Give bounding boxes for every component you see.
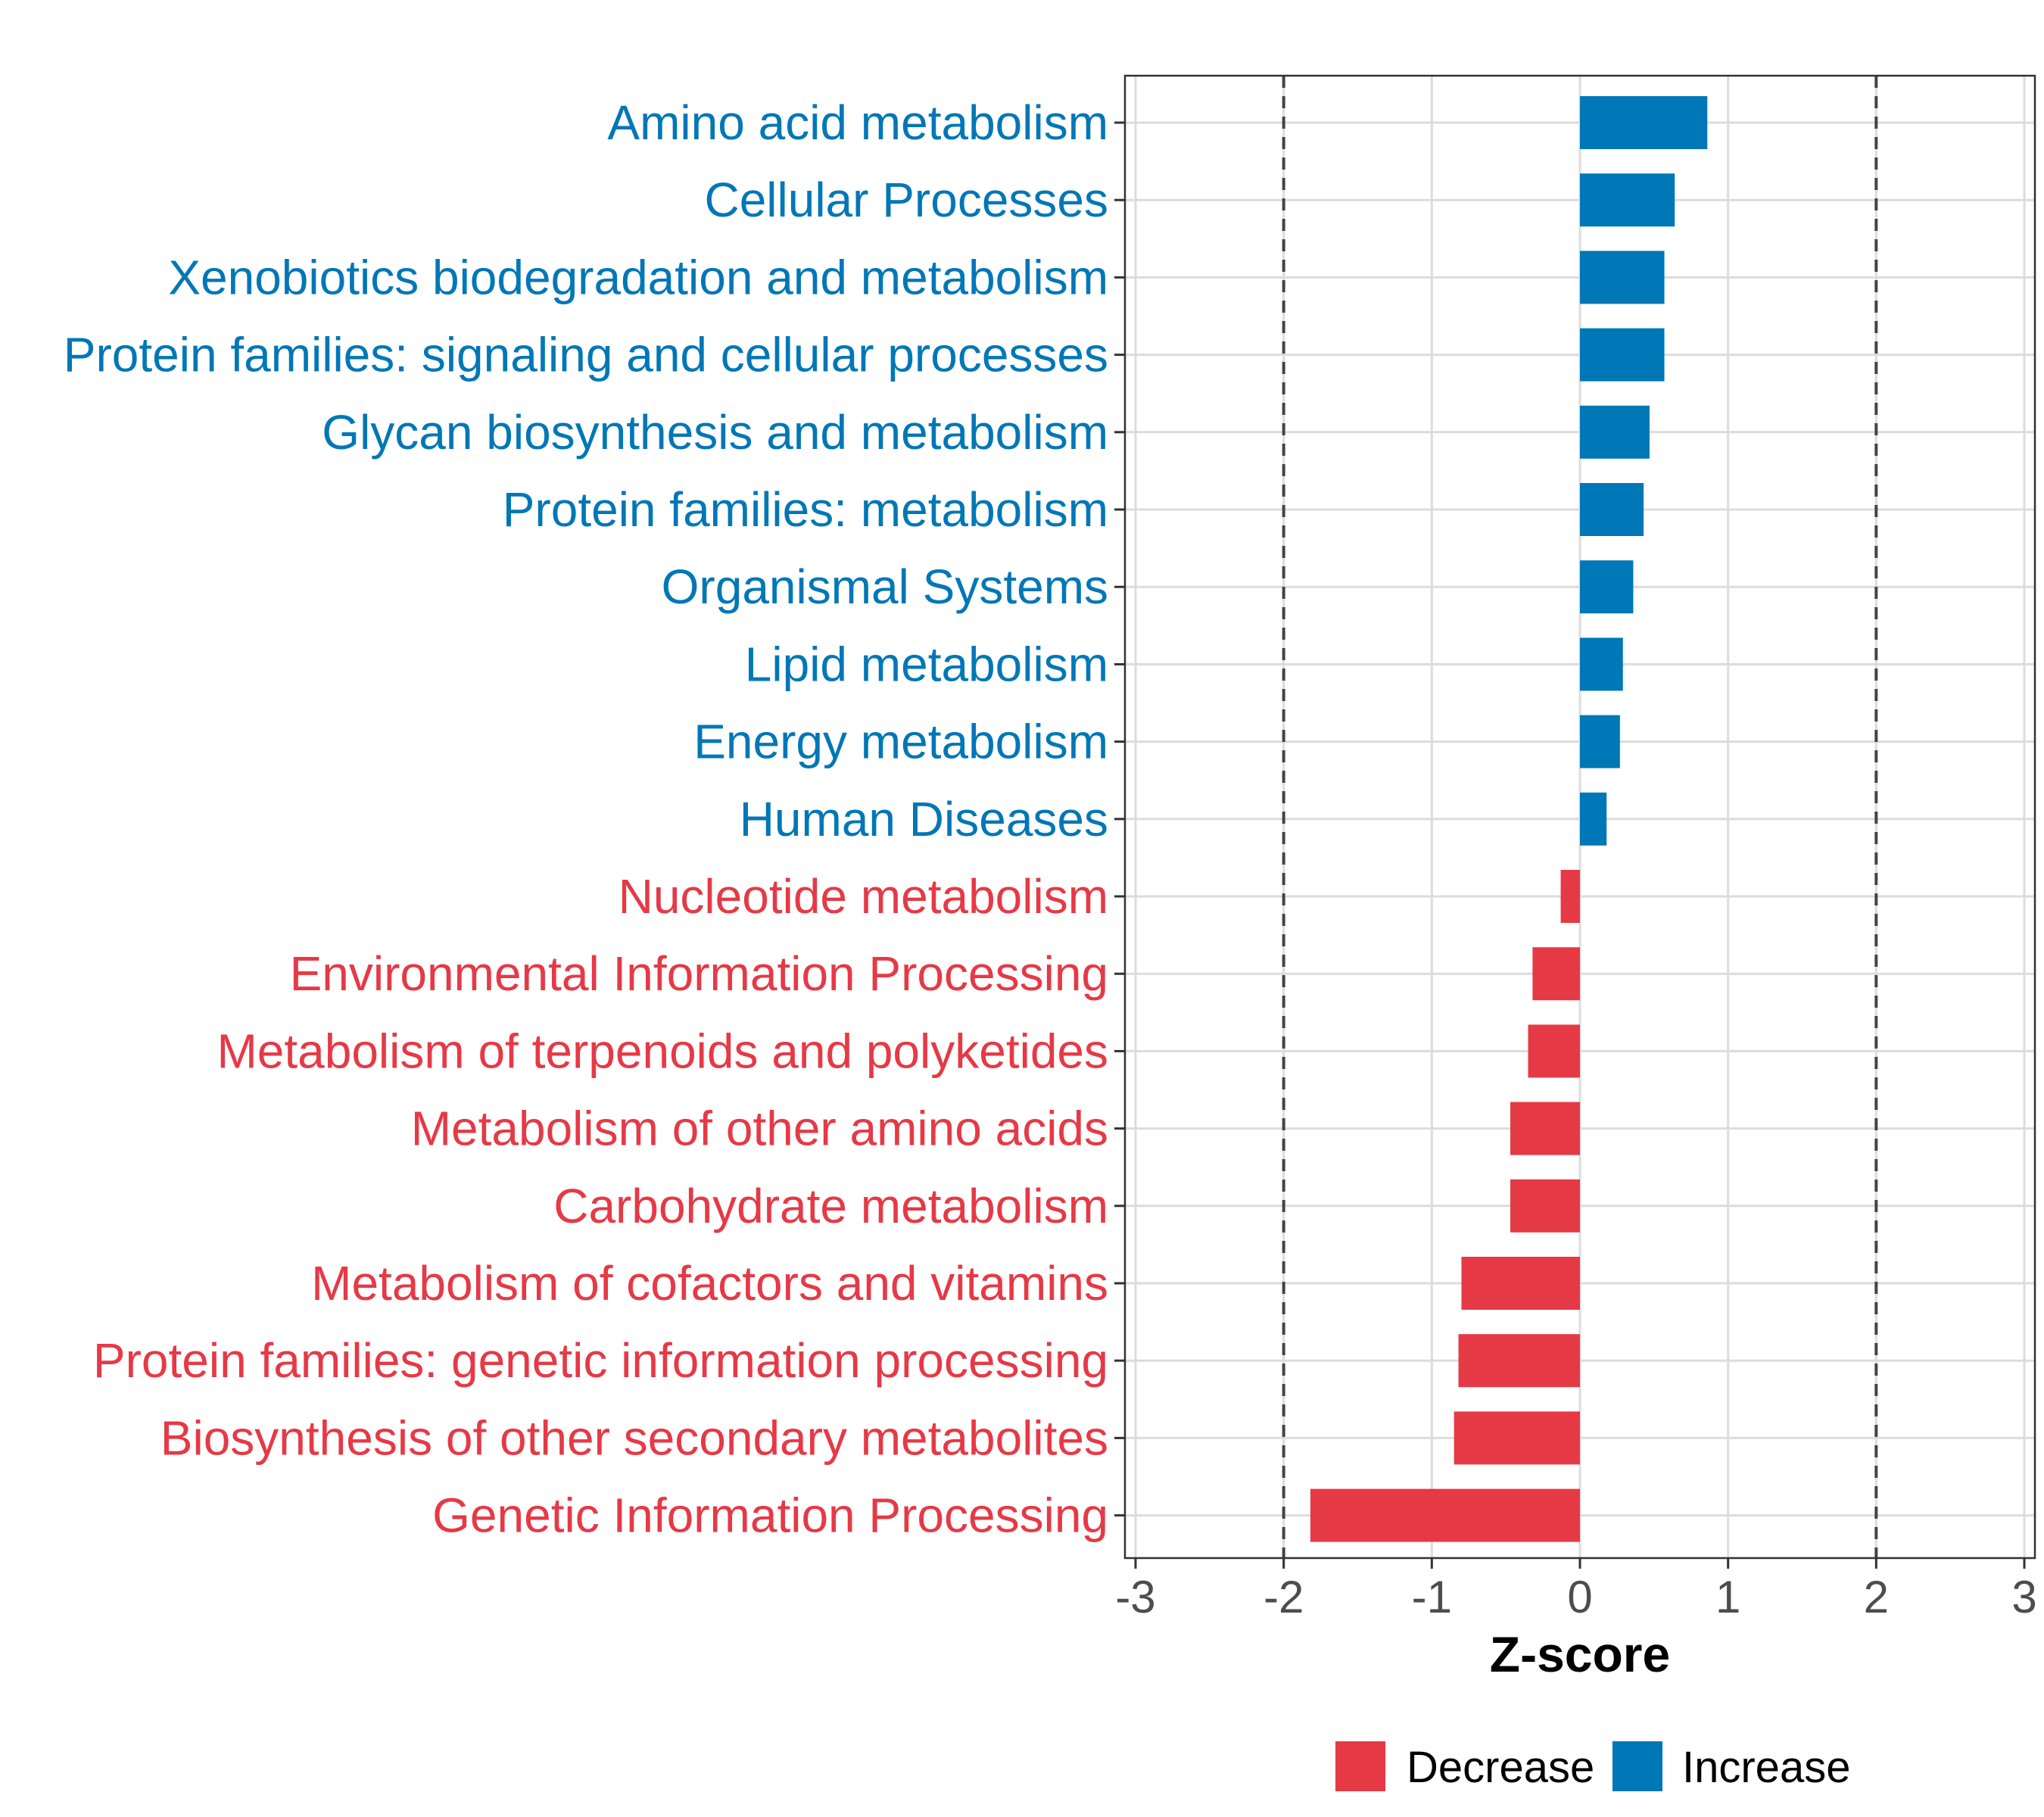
bar <box>1310 1488 1580 1542</box>
reference-lines <box>1282 76 1878 1558</box>
y-category-label: Glycan biosynthesis and metabolism <box>322 405 1108 460</box>
bar <box>1510 1179 1580 1233</box>
bar <box>1580 251 1665 304</box>
x-tick-label: -2 <box>1263 1572 1304 1622</box>
x-axis-title: Z-score <box>1490 1626 1670 1682</box>
y-category-label: Lipid metabolism <box>745 637 1108 691</box>
y-category-label: Human Diseases <box>740 792 1108 846</box>
bar <box>1580 405 1650 459</box>
legend-key-increase <box>1612 1741 1662 1791</box>
y-category-label: Organismal Systems <box>662 559 1108 614</box>
bar <box>1580 560 1634 614</box>
y-category-label: Environmental Information Processing <box>290 946 1108 1001</box>
y-category-label: Metabolism of terpenoids and polyketides <box>217 1024 1108 1078</box>
legend-label-decrease: Decrease <box>1407 1743 1594 1792</box>
x-tick-label: 1 <box>1715 1572 1740 1622</box>
bar <box>1580 715 1620 768</box>
x-tick-label: -3 <box>1115 1572 1155 1622</box>
y-category-label: Cellular Processes <box>704 173 1108 227</box>
legend: Decrease Increase <box>1335 1741 1850 1792</box>
y-category-label: Energy metabolism <box>693 715 1108 769</box>
bar <box>1580 173 1675 227</box>
y-axis-category-labels: Amino acid metabolism Cellular Processes X… <box>64 95 1108 1543</box>
x-tick-label: 2 <box>1864 1572 1889 1622</box>
y-category-label: Amino acid metabolism <box>607 95 1108 150</box>
bar <box>1580 328 1665 382</box>
x-tick-label: -1 <box>1412 1572 1452 1622</box>
y-category-label: Protein families: metabolism <box>503 482 1108 537</box>
bar <box>1580 483 1644 536</box>
legend-key-decrease <box>1335 1741 1385 1791</box>
bar <box>1461 1257 1580 1310</box>
bar <box>1580 637 1623 691</box>
bar <box>1560 870 1580 923</box>
y-category-label: Biosynthesis of other secondary metaboli… <box>160 1410 1108 1465</box>
y-category-label: Nucleotide metabolism <box>618 869 1108 924</box>
bar <box>1458 1334 1580 1388</box>
y-category-label: Carbohydrate metabolism <box>553 1179 1108 1233</box>
bar <box>1528 1024 1580 1078</box>
legend-label-increase: Increase <box>1682 1743 1850 1792</box>
bar <box>1580 792 1607 846</box>
bar <box>1532 947 1580 1001</box>
y-category-label: Protein families: genetic information pr… <box>93 1333 1108 1388</box>
y-category-label: Xenobiotics biodegradation and metabolis… <box>168 250 1108 304</box>
y-category-label: Genetic Information Processing <box>432 1488 1108 1543</box>
x-tick-label: 3 <box>2011 1572 2036 1622</box>
x-tick-label: 0 <box>1567 1572 1592 1622</box>
bar <box>1510 1102 1580 1155</box>
y-axis-ticks <box>1114 121 1125 1517</box>
bars <box>1310 96 1708 1542</box>
y-category-label: Protein families: signaling and cellular… <box>64 328 1108 382</box>
x-axis-ticks: -3 -2 -1 0 1 2 3 <box>1115 1558 2037 1622</box>
bar <box>1454 1411 1580 1465</box>
y-category-label: Metabolism of other amino acids <box>411 1102 1108 1156</box>
bar <box>1580 96 1708 149</box>
y-category-label: Metabolism of cofactors and vitamins <box>311 1256 1108 1311</box>
